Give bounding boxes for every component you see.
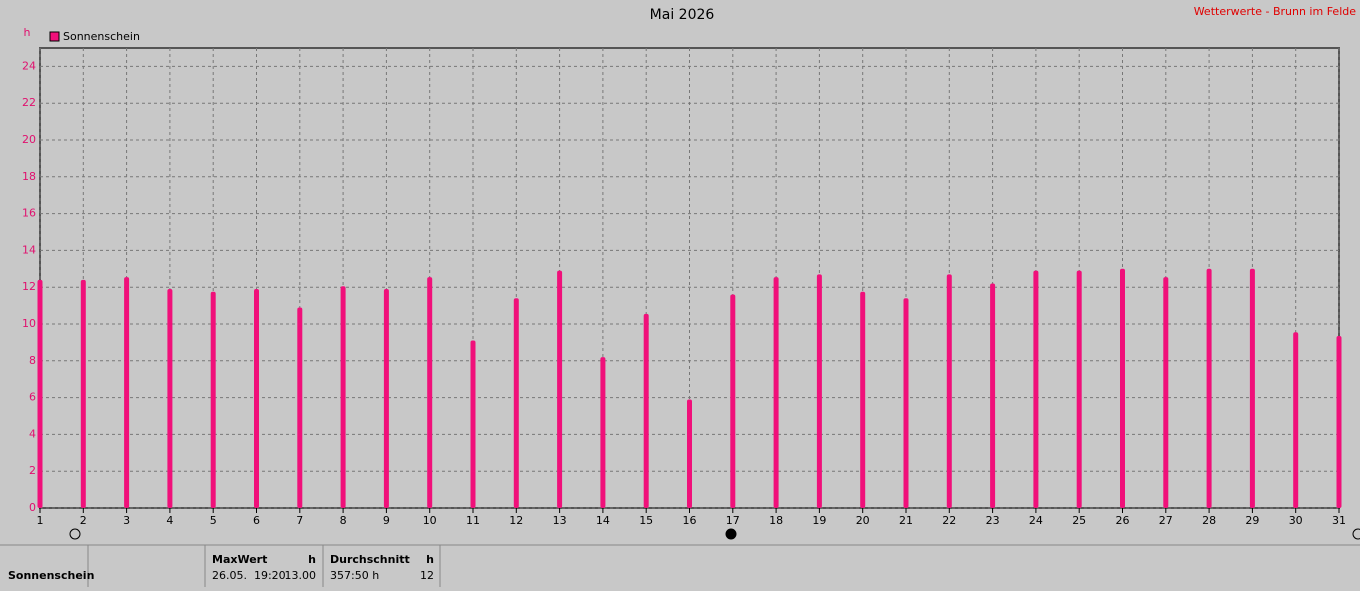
- y-tick-label: 24: [22, 59, 36, 72]
- chart-title: Mai 2026: [650, 7, 715, 23]
- legend-label: Sonnenschein: [63, 30, 140, 43]
- x-tick-label: 3: [123, 514, 130, 527]
- y-tick-label: 8: [29, 354, 36, 367]
- bar: [860, 291, 866, 508]
- x-tick-label: 7: [296, 514, 303, 527]
- bar: [946, 274, 952, 508]
- x-tick-label: 27: [1159, 514, 1173, 527]
- bar: [687, 399, 692, 508]
- y-tick-label: 10: [22, 317, 36, 330]
- x-tick-label: 21: [899, 514, 913, 527]
- marker: [69, 528, 81, 540]
- bar: [37, 279, 43, 508]
- x-tick-label: 28: [1202, 514, 1216, 527]
- y-tick-label: 12: [22, 280, 36, 293]
- marker: [1352, 528, 1360, 540]
- x-tick-label: 12: [509, 514, 523, 527]
- bar: [557, 270, 563, 508]
- bar: [1206, 268, 1212, 508]
- bar: [210, 291, 216, 508]
- bar: [903, 298, 909, 508]
- table-cell: 13.00: [285, 569, 317, 582]
- table-row-label: Sonnenschein: [8, 569, 94, 582]
- x-tick-label: 30: [1289, 514, 1303, 527]
- bar: [816, 274, 822, 508]
- x-tick-label: 16: [683, 514, 697, 527]
- bar: [297, 307, 303, 508]
- x-tick-label: 14: [596, 514, 610, 527]
- x-tick-label: 9: [383, 514, 390, 527]
- bar: [1249, 268, 1255, 508]
- x-tick-label: 26: [1116, 514, 1130, 527]
- bar: [1293, 332, 1299, 508]
- x-tick-label: 24: [1029, 514, 1043, 527]
- x-tick-label: 11: [466, 514, 480, 527]
- bar: [643, 313, 649, 508]
- x-tick-label: 13: [553, 514, 567, 527]
- bar: [600, 357, 606, 508]
- y-axis-unit: h: [24, 26, 31, 39]
- table-unit: h: [308, 553, 316, 566]
- bar: [383, 289, 389, 508]
- bar: [513, 298, 519, 508]
- summary-table: Sonnenschein MaxWert h 26.05. 19:20 13.0…: [0, 544, 1360, 587]
- table-header: Durchschnitt: [330, 553, 410, 566]
- bar: [1336, 335, 1342, 508]
- legend-swatch: [49, 31, 60, 42]
- x-tick-label: 29: [1245, 514, 1259, 527]
- x-tick-label: 23: [986, 514, 1000, 527]
- x-tick-label: 17: [726, 514, 740, 527]
- source-label: Wetterwerte - Brunn im Felde: [1194, 5, 1357, 18]
- x-tick-label: 20: [856, 514, 870, 527]
- y-tick-label: 16: [22, 207, 36, 220]
- table-cell: 357:50 h: [330, 569, 379, 582]
- bar: [1120, 268, 1125, 508]
- y-tick-label: 20: [22, 133, 36, 146]
- x-tick-label: 15: [639, 514, 653, 527]
- y-tick-label: 4: [29, 427, 36, 440]
- table-unit: h: [426, 553, 434, 566]
- bar: [427, 277, 433, 508]
- bar: [80, 279, 86, 508]
- bar: [254, 289, 259, 508]
- x-tick-label: 25: [1072, 514, 1086, 527]
- marker: [725, 528, 737, 540]
- x-tick-label: 8: [340, 514, 347, 527]
- y-tick-label: 18: [22, 170, 36, 183]
- x-tick-label: 18: [769, 514, 783, 527]
- x-tick-label: 22: [942, 514, 956, 527]
- y-tick-label: 14: [22, 243, 36, 256]
- bar: [990, 283, 996, 508]
- y-tick-label: 2: [29, 464, 36, 477]
- table-cell: 26.05. 19:20: [212, 569, 286, 582]
- bar: [773, 277, 779, 508]
- x-tick-label: 10: [423, 514, 437, 527]
- x-tick-label: 2: [80, 514, 87, 527]
- x-tick-label: 1: [37, 514, 44, 527]
- y-tick-label: 0: [29, 501, 36, 514]
- y-tick-label: 22: [22, 96, 36, 109]
- x-tick-label: 6: [253, 514, 260, 527]
- bar: [340, 286, 346, 508]
- x-tick-label: 19: [812, 514, 826, 527]
- bar: [124, 277, 130, 508]
- bar: [167, 289, 173, 508]
- x-tick-label: 31: [1332, 514, 1346, 527]
- x-tick-label: 4: [166, 514, 173, 527]
- bar: [470, 340, 476, 508]
- bar: [1076, 270, 1082, 508]
- y-tick-label: 6: [29, 391, 36, 404]
- table-cell: 12: [420, 569, 434, 582]
- bar: [730, 294, 736, 508]
- table-header: MaxWert: [212, 553, 267, 566]
- bar: [1033, 270, 1039, 508]
- x-tick-label: 5: [210, 514, 217, 527]
- bar: [1163, 277, 1169, 508]
